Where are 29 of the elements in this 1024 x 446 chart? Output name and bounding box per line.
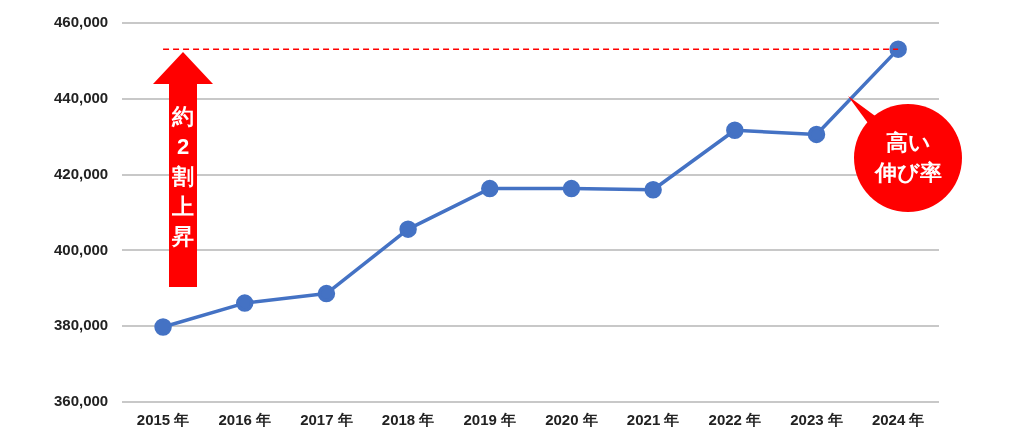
x-tick-label: 2021 年 xyxy=(626,411,680,429)
y-tick-label: 460,000 xyxy=(53,13,109,31)
y-tick-label: 360,000 xyxy=(53,392,109,410)
x-tick-label: 2018 年 xyxy=(381,411,435,429)
x-tick-label: 2019 年 xyxy=(463,411,517,429)
y-tick-label: 440,000 xyxy=(53,88,109,106)
point xyxy=(644,181,662,199)
annotation: 高い xyxy=(884,129,932,157)
point xyxy=(889,40,907,58)
x-tick-label: 2020 年 xyxy=(545,411,598,429)
x-tick-label: 2023 年 xyxy=(790,411,843,429)
point xyxy=(154,318,172,336)
annotation: 伸び率 xyxy=(873,159,943,187)
x-tick-label: 2024 年 xyxy=(871,411,925,429)
point xyxy=(399,220,417,238)
y-tick-label: 420,000 xyxy=(53,164,109,182)
point xyxy=(481,179,499,198)
point xyxy=(235,294,254,312)
point xyxy=(807,125,826,144)
x-tick-label: 2015 年 xyxy=(136,411,190,429)
x-tick-label: 2016 年 xyxy=(218,411,272,429)
point xyxy=(317,284,336,303)
y-tick-label: 380,000 xyxy=(53,316,109,334)
point xyxy=(726,121,744,140)
point xyxy=(562,179,581,198)
annotation: 約2割上昇 xyxy=(171,103,195,251)
y-tick-label: 400,000 xyxy=(53,240,109,258)
x-tick-label: 2022 年 xyxy=(708,411,762,429)
x-tick-label: 2017 年 xyxy=(300,411,353,429)
